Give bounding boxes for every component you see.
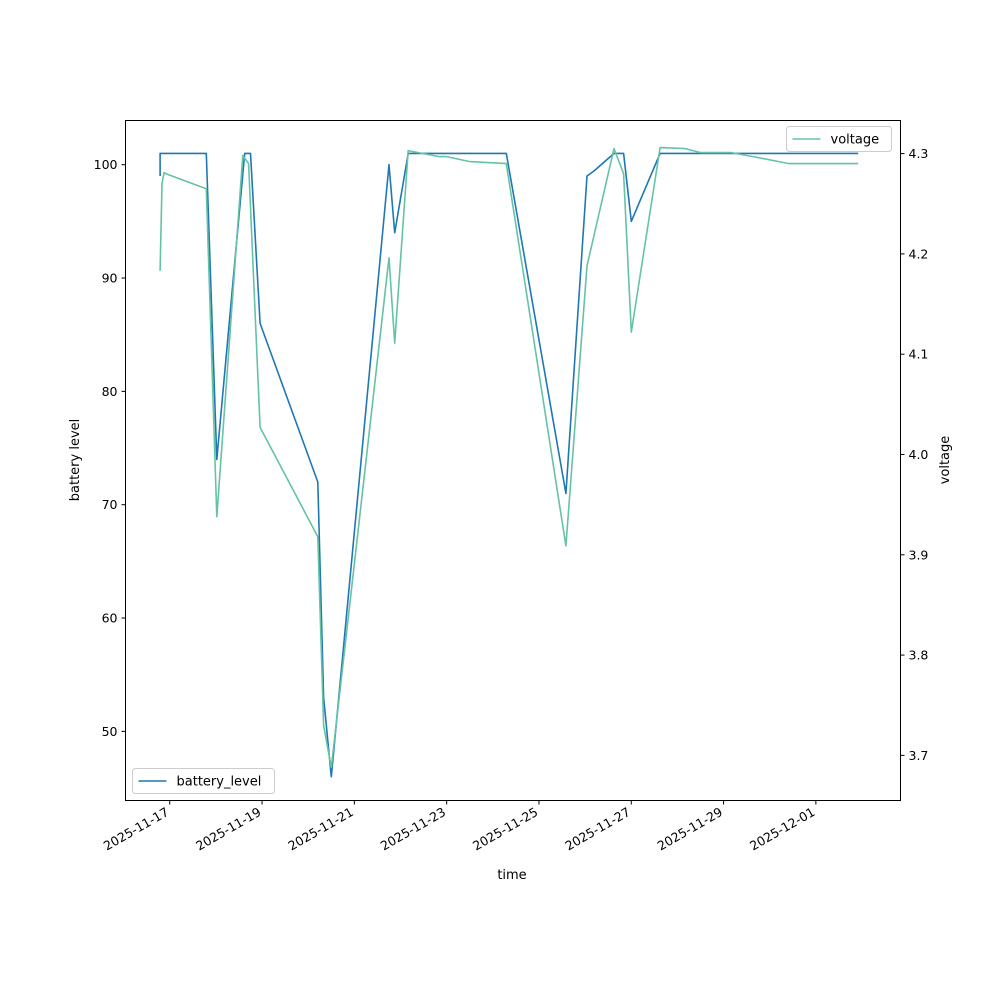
y2-axis-label: voltage	[938, 436, 953, 485]
legend-battery-level: battery_level	[132, 768, 275, 794]
lines-layer	[159, 146, 859, 778]
y2-tick-label: 4.2	[909, 246, 929, 261]
legend-voltage: voltage	[786, 126, 892, 152]
y2-tick-label: 4.0	[909, 447, 929, 462]
series-line-voltage	[159, 146, 859, 769]
y-tick-label: 100	[94, 157, 118, 172]
y2-tick-label: 4.1	[909, 347, 929, 362]
y-tick-label: 60	[102, 611, 118, 626]
legend-label: voltage	[831, 133, 880, 148]
y2-tick-label: 3.8	[909, 648, 929, 663]
legends: battery_level voltage	[132, 126, 892, 794]
plot-frame	[125, 120, 901, 801]
legend-box	[132, 768, 275, 794]
y-axis-label: battery level	[68, 419, 83, 502]
y-tick-label: 70	[102, 497, 118, 512]
y-axis-right: 3.7 3.8 3.9 4.0 4.1 4.2 4.3	[900, 146, 929, 763]
x-axis-label: time	[497, 868, 526, 883]
y-tick-label: 90	[102, 271, 118, 286]
y-tick-label: 50	[102, 724, 118, 739]
y-tick-label: 80	[102, 384, 118, 399]
series-line-battery-level	[159, 152, 859, 778]
y2-tick-label: 4.3	[909, 146, 929, 161]
y2-tick-label: 3.7	[909, 748, 929, 763]
y-axis-left: 50 60 70 80 90 100	[94, 157, 126, 739]
legend-label: battery_level	[177, 775, 262, 790]
legend-box	[786, 126, 892, 152]
y2-tick-label: 3.9	[909, 547, 929, 562]
